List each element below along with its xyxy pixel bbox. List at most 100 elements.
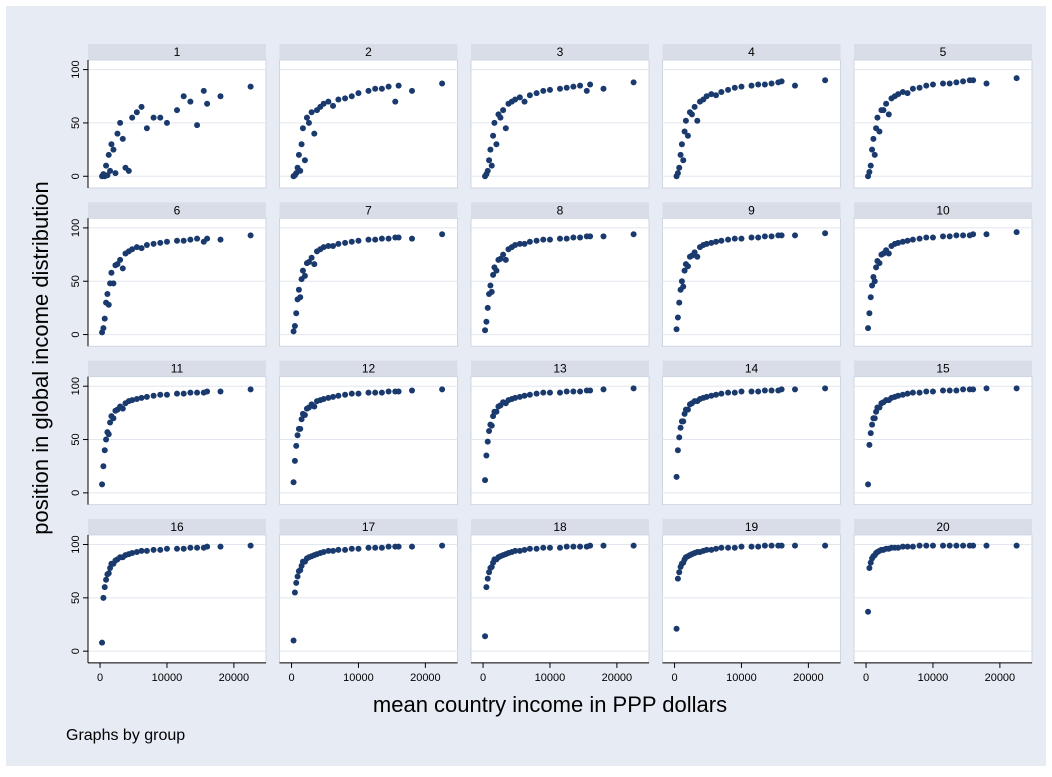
panel-title: 17 <box>362 520 376 534</box>
point <box>163 119 170 126</box>
point <box>778 386 785 393</box>
point <box>1013 75 1020 82</box>
y-tick-label: 50 <box>70 592 82 604</box>
point <box>516 94 523 101</box>
point <box>348 238 355 245</box>
point <box>355 545 362 552</box>
point <box>899 391 906 398</box>
point <box>247 83 254 90</box>
point <box>194 235 201 242</box>
x-tick-label: 0 <box>863 672 869 684</box>
point <box>129 397 136 404</box>
panel-title: 1 <box>174 45 181 59</box>
plot-area <box>470 59 650 189</box>
point <box>299 267 306 274</box>
y-tick-label: 100 <box>70 535 82 553</box>
point <box>293 579 300 586</box>
point <box>960 232 967 239</box>
point <box>674 447 681 454</box>
panel-title: 6 <box>174 203 181 217</box>
point <box>869 146 876 153</box>
point <box>983 542 990 549</box>
panel-title: 20 <box>936 520 950 534</box>
point <box>1013 385 1020 392</box>
point <box>342 239 349 246</box>
point <box>187 544 194 551</box>
point <box>335 546 342 553</box>
point <box>731 389 738 396</box>
point <box>684 132 691 139</box>
point <box>133 548 140 555</box>
point <box>293 310 300 317</box>
point <box>778 232 785 239</box>
point <box>180 237 187 244</box>
plot-area <box>279 376 458 506</box>
point <box>365 236 372 243</box>
point <box>516 393 523 400</box>
point <box>311 261 318 268</box>
point <box>970 386 977 393</box>
point <box>290 637 297 644</box>
point <box>557 235 563 242</box>
point <box>748 82 755 89</box>
point <box>355 390 362 397</box>
point <box>311 403 318 410</box>
point <box>546 544 553 551</box>
point <box>138 103 145 110</box>
point <box>748 234 755 241</box>
point <box>293 442 300 449</box>
point <box>684 263 691 270</box>
point <box>521 98 528 105</box>
point <box>546 86 553 93</box>
point <box>738 83 745 90</box>
point <box>940 233 946 240</box>
point <box>291 323 298 330</box>
point <box>755 81 762 88</box>
point <box>493 141 500 148</box>
point <box>100 463 107 470</box>
point <box>983 231 990 238</box>
point <box>493 267 500 274</box>
point <box>335 240 342 247</box>
point <box>791 542 798 549</box>
y-tick-label: 100 <box>70 60 82 78</box>
point <box>691 103 698 110</box>
panel-header <box>279 202 458 219</box>
point <box>676 299 683 306</box>
point <box>101 447 108 454</box>
point <box>713 92 720 99</box>
plot-area <box>470 534 650 664</box>
point <box>108 141 115 148</box>
point <box>718 89 725 95</box>
point <box>107 167 114 174</box>
point <box>439 542 446 549</box>
point <box>105 570 112 577</box>
point <box>484 575 491 582</box>
panel-header <box>471 518 649 535</box>
point <box>940 387 946 394</box>
point <box>107 419 114 426</box>
note: Graphs by group <box>66 727 185 744</box>
point <box>487 282 494 289</box>
point <box>748 388 755 395</box>
plot-area <box>662 59 841 189</box>
point <box>731 235 738 242</box>
point <box>880 107 887 114</box>
point <box>295 286 302 293</box>
point <box>204 235 211 242</box>
point <box>100 594 107 601</box>
y-tick-label: 0 <box>70 332 82 338</box>
point <box>325 394 332 401</box>
point <box>866 169 873 175</box>
point <box>526 545 533 552</box>
point <box>694 117 701 124</box>
point <box>385 543 392 550</box>
point <box>294 432 301 439</box>
point <box>725 86 732 93</box>
panel-header <box>88 44 266 60</box>
point <box>587 542 594 549</box>
panel-header <box>662 44 841 60</box>
point <box>713 238 720 245</box>
panel-title: 10 <box>936 203 950 217</box>
point <box>483 584 490 591</box>
